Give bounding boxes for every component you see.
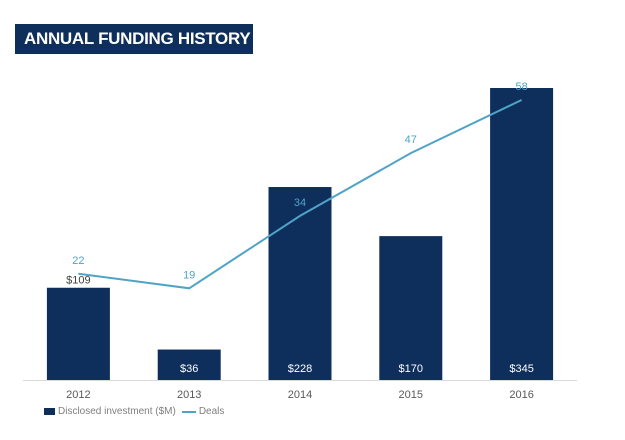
bar-value-label-2016: $345 [509,363,533,375]
legend-item-investment: Disclosed investment ($M) [44,406,176,417]
bar-value-label-2013: $36 [180,363,198,375]
deals-value-label-2015: 47 [405,134,417,146]
bar-2013 [157,349,221,380]
chart-title: ANNUAL FUNDING HISTORY [24,29,251,48]
legend: Disclosed investment ($M) Deals [44,406,230,417]
deals-value-label-2014: 34 [294,197,306,209]
legend-label-deals: Deals [198,406,225,417]
bar-2012 [46,287,110,380]
bar-2016 [490,88,554,380]
legend-item-deals: Deals [181,406,225,417]
x-tick-label-2013: 2013 [177,389,201,401]
title-banner: ANNUAL FUNDING HISTORY [15,24,253,54]
x-tick-label-2015: 2015 [399,389,423,401]
bar-value-label-2014: $228 [288,363,312,375]
bar-value-label-2015: $170 [399,363,423,375]
legend-swatch-line [181,410,196,413]
x-tick-label-2016: 2016 [509,389,533,401]
bar-value-label-2012: $109 [66,275,90,287]
legend-label-investment: Disclosed investment ($M) [58,406,176,417]
legend-swatch-bar [44,408,55,415]
bar-2014 [268,187,332,380]
deals-value-label-2012: 22 [72,255,84,267]
deals-value-label-2016: 58 [515,81,527,93]
deals-value-label-2013: 19 [183,269,195,281]
x-tick-label-2012: 2012 [66,389,90,401]
bar-2015 [379,236,443,380]
x-tick-label-2014: 2014 [288,389,312,401]
